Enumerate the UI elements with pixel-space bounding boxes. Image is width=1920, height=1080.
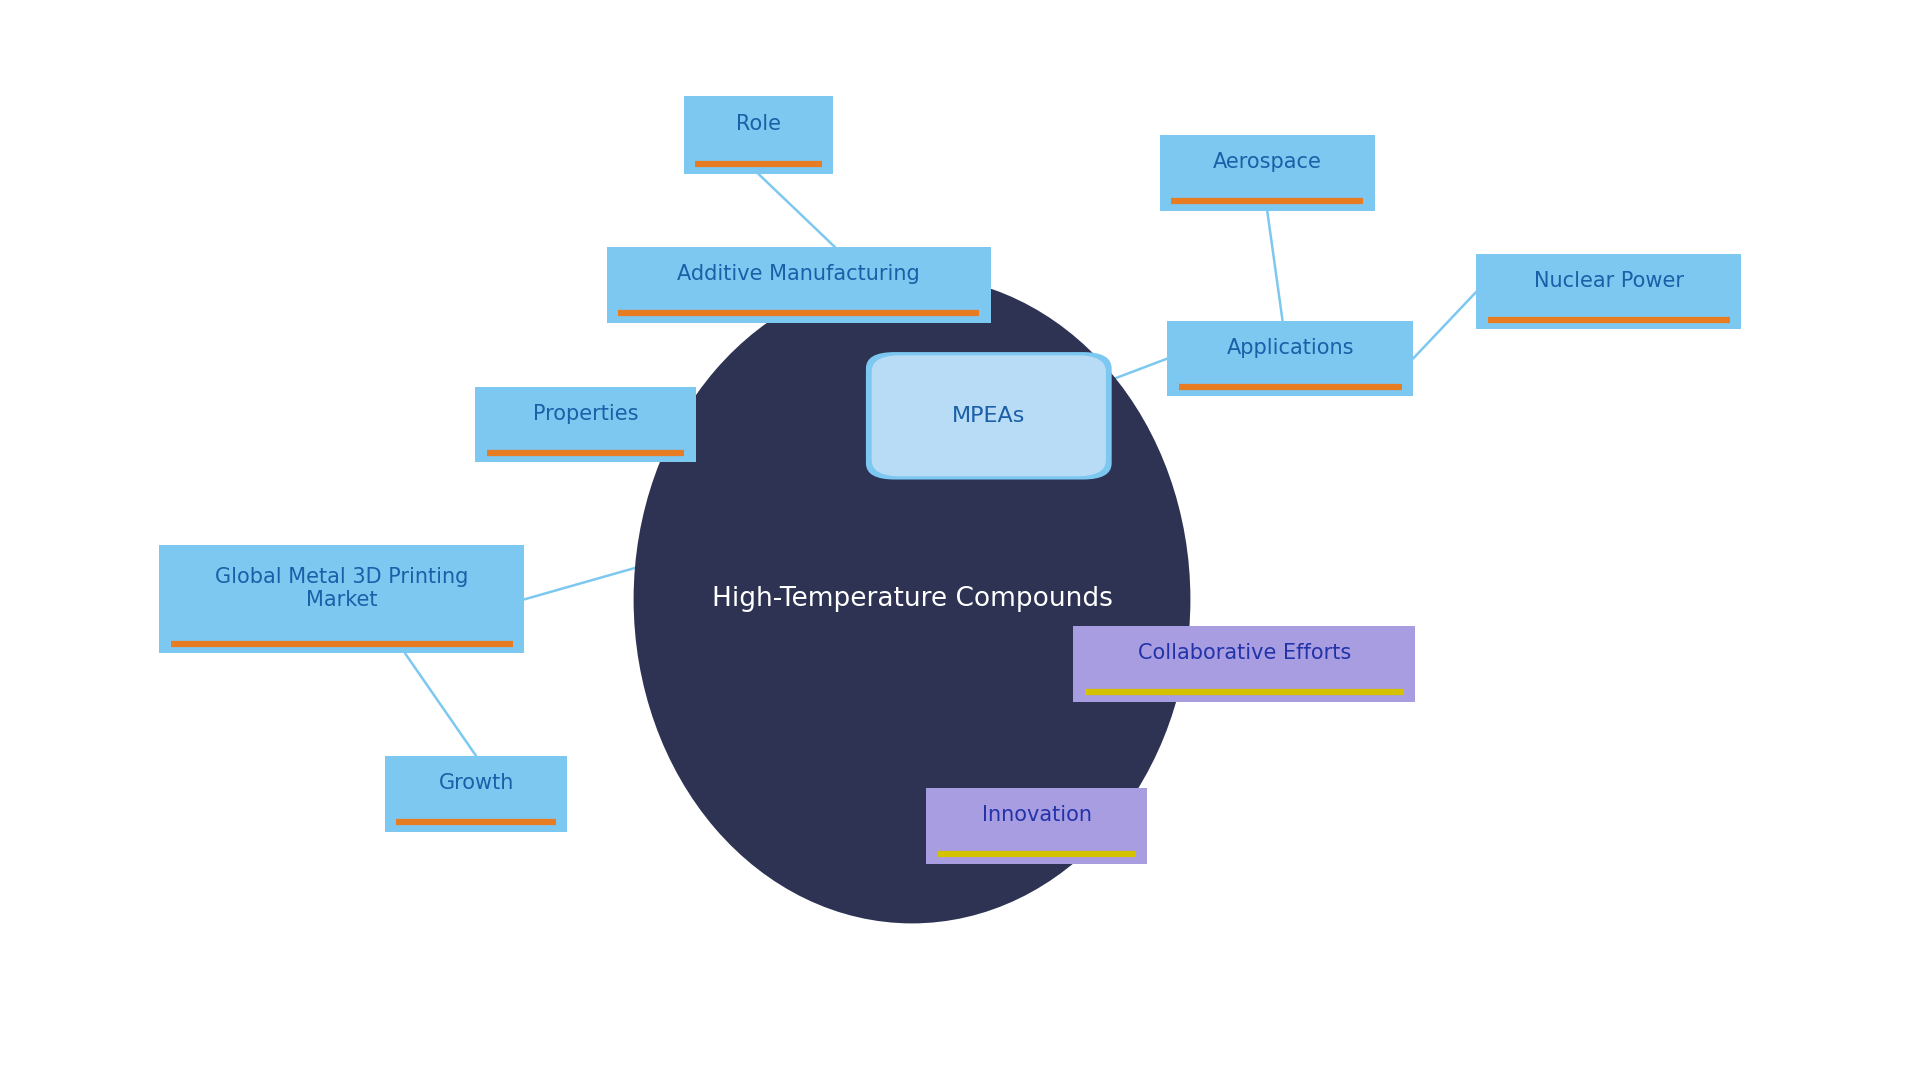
Text: Growth: Growth [438,773,515,793]
FancyBboxPatch shape [1167,321,1413,396]
FancyBboxPatch shape [1160,135,1375,211]
Text: Collaborative Efforts: Collaborative Efforts [1137,644,1352,663]
Text: Innovation: Innovation [981,806,1092,825]
FancyBboxPatch shape [1476,254,1741,329]
FancyBboxPatch shape [927,788,1148,864]
FancyBboxPatch shape [607,247,991,323]
Text: Global Metal 3D Printing
Market: Global Metal 3D Printing Market [215,567,468,610]
Text: Aerospace: Aerospace [1213,152,1321,172]
FancyBboxPatch shape [384,756,568,832]
FancyBboxPatch shape [159,545,524,653]
Text: MPEAs: MPEAs [952,406,1025,426]
Text: High-Temperature Compounds: High-Temperature Compounds [712,586,1112,612]
Text: Additive Manufacturing: Additive Manufacturing [678,265,920,284]
Ellipse shape [634,275,1190,923]
Text: Applications: Applications [1227,338,1354,357]
FancyBboxPatch shape [872,355,1106,476]
Text: Role: Role [735,114,781,134]
FancyBboxPatch shape [1073,626,1415,702]
FancyBboxPatch shape [866,352,1112,480]
FancyBboxPatch shape [684,96,833,174]
Text: Nuclear Power: Nuclear Power [1534,271,1684,291]
Text: Properties: Properties [534,404,637,423]
FancyBboxPatch shape [476,387,695,462]
